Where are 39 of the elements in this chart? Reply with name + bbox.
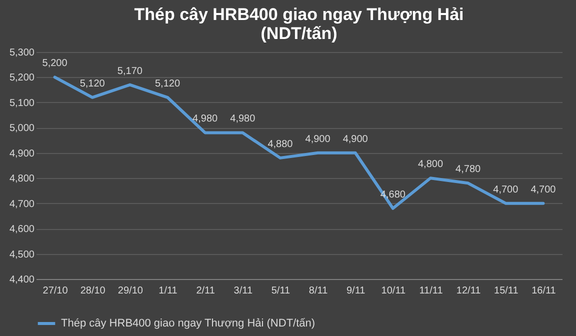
- legend-label: Thép cây HRB400 giao ngay Thượng Hải (NDT/tấn): [61, 318, 316, 330]
- y-tick-label: 4,700: [9, 198, 35, 210]
- x-tick-label: 15/11: [494, 286, 519, 296]
- x-tick-label: 9/11: [346, 286, 366, 296]
- data-label: 5,200: [42, 58, 68, 70]
- y-tick-label: 5,200: [9, 72, 35, 84]
- y-tick-label: 4,500: [9, 249, 35, 260]
- y-tick-label: 5,000: [9, 123, 35, 134]
- y-tick-label: 4,800: [9, 174, 35, 185]
- data-label: 4,900: [342, 134, 368, 145]
- y-tick-label: 4,600: [9, 224, 35, 236]
- x-tick-label: 16/11: [532, 286, 556, 296]
- data-label: 4,980: [230, 114, 256, 125]
- y-tick-label: 4,400: [9, 274, 35, 286]
- data-label: 4,700: [493, 184, 519, 196]
- x-tick-label: 28/10: [80, 286, 106, 296]
- x-tick-label: 29/10: [118, 286, 144, 296]
- data-label: 5,120: [80, 78, 106, 90]
- chart-title: Thép cây HRB400 giao ngay Thượng Hải (NDT/tấn): [134, 5, 464, 43]
- data-label: 4,900: [305, 134, 331, 145]
- x-tick-label: 8/11: [308, 286, 328, 296]
- data-label: 5,170: [117, 66, 143, 77]
- x-tick-label: 12/11: [456, 286, 482, 296]
- data-label: 4,980: [192, 114, 218, 125]
- x-tick-label: 27/10: [42, 286, 68, 296]
- data-label: 4,800: [418, 159, 444, 170]
- x-tick-label: 5/11: [271, 286, 291, 296]
- y-tick-label: 4,900: [9, 148, 35, 160]
- data-label: 4,780: [456, 164, 482, 176]
- y-tick-label: 5,300: [9, 48, 35, 58]
- x-tick-label: 3/11: [234, 286, 253, 296]
- x-tick-label: 10/11: [381, 286, 406, 296]
- x-tick-label: 1/11: [158, 286, 178, 296]
- x-tick-label: 11/11: [419, 286, 444, 296]
- data-label: 5,120: [154, 78, 180, 90]
- y-tick-label: 5,100: [9, 98, 35, 109]
- data-label: 4,700: [530, 184, 556, 196]
- data-label: 4,880: [268, 138, 294, 150]
- x-tick-label: 2/11: [196, 286, 216, 296]
